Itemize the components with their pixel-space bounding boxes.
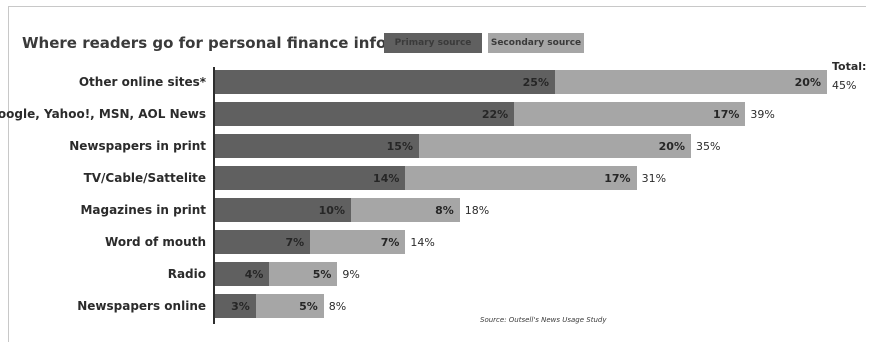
data-label-total: 35% (696, 140, 721, 153)
bar-secondary (405, 166, 637, 190)
data-label-secondary: 20% (794, 76, 821, 89)
data-label-total: 9% (342, 268, 360, 281)
bar-secondary (255, 294, 324, 318)
data-label-secondary: 17% (604, 172, 631, 185)
source-note: Source: Outsell's News Usage Study (480, 316, 607, 324)
bar-primary (215, 102, 515, 126)
data-label-primary: 10% (318, 204, 345, 217)
data-label-total: 14% (410, 236, 435, 249)
bar-primary (215, 230, 311, 254)
data-label-total: 39% (750, 108, 775, 121)
bar-primary (215, 70, 555, 94)
data-label-secondary: 7% (380, 236, 400, 249)
data-label-secondary: 5% (312, 268, 332, 281)
category-label: Newspapers online (77, 299, 206, 313)
bar-secondary (269, 262, 338, 286)
bar-secondary (514, 102, 746, 126)
y-axis-line (213, 67, 215, 324)
chart-title: Where readers go for personal finance in… (22, 34, 453, 52)
chart-frame (8, 6, 866, 342)
data-label-secondary: 8% (435, 204, 454, 217)
bar-secondary (310, 230, 406, 254)
data-label-total: 31% (641, 172, 667, 185)
bar-secondary (555, 70, 827, 94)
category-label: Word of mouth (105, 235, 206, 249)
legend-secondary-label: Secondary source (490, 38, 582, 48)
category-label: Radio (167, 267, 206, 281)
bar-primary (215, 262, 270, 286)
data-label-secondary: 5% (299, 300, 318, 313)
data-label-primary: 15% (386, 140, 413, 153)
bar-primary (215, 166, 406, 190)
data-label-secondary: 17% (713, 108, 740, 121)
bar-secondary (419, 134, 691, 158)
category-label: Other online sites* (78, 75, 206, 89)
legend-primary: Primary source (384, 33, 482, 53)
bar-primary (215, 294, 256, 318)
data-label-secondary: 20% (658, 140, 685, 153)
category-label: Google, Yahoo!, MSN, AOL News (0, 107, 206, 121)
bar-primary (215, 134, 419, 158)
data-label-total: 18% (464, 204, 490, 217)
category-label: Magazines in print (80, 203, 206, 217)
legend-secondary: Secondary source (488, 33, 584, 53)
data-label-primary: 14% (373, 172, 400, 185)
total-header: Total: (832, 60, 867, 73)
data-label-total: 45% (832, 79, 857, 92)
legend-primary-label: Primary source (394, 38, 472, 48)
data-label-total: 8% (328, 300, 347, 313)
data-label-primary: 3% (231, 300, 250, 313)
data-label-primary: 22% (481, 108, 509, 121)
bar-secondary (351, 198, 460, 222)
bar-primary (215, 198, 351, 222)
data-label-primary: 4% (244, 268, 264, 281)
category-label: TV/Cable/Sattelite (83, 171, 206, 185)
data-label-primary: 7% (285, 236, 305, 249)
data-label-primary: 25% (522, 76, 549, 89)
category-label: Newspapers in print (69, 139, 206, 153)
